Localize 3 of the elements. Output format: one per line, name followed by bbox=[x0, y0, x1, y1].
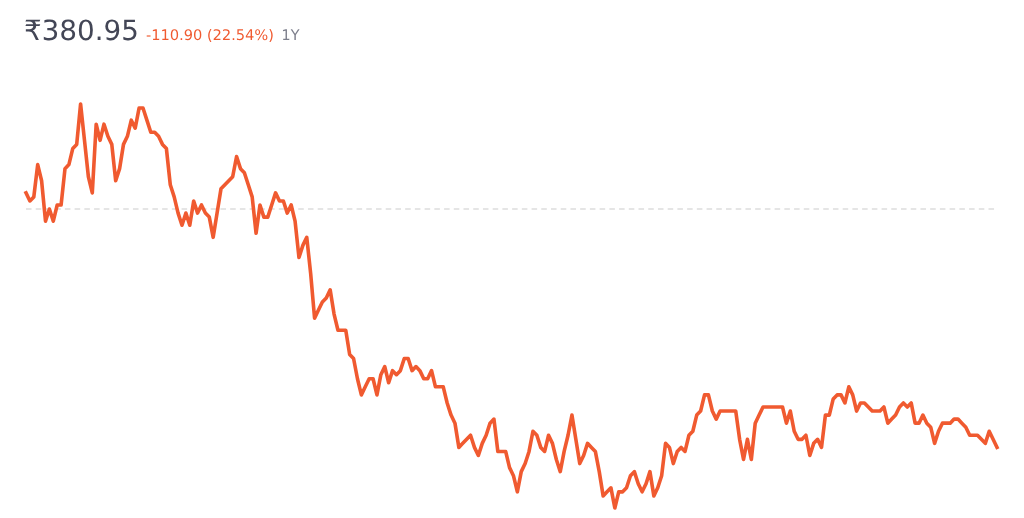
chart-title: ₹380.95 bbox=[25, 19, 137, 41]
text: 1Y bbox=[282, 29, 300, 40]
text: -110.90 (22.54%) bbox=[146, 28, 273, 42]
